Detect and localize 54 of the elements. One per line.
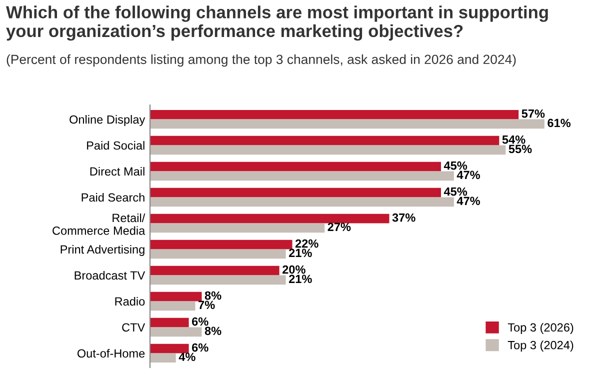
- y-tick-label: Paid Social: [87, 141, 144, 150]
- data-label: 4%: [178, 352, 196, 362]
- y-tick-label: CTV: [122, 323, 146, 332]
- bar: [150, 162, 441, 172]
- bar: [150, 171, 454, 181]
- data-label: 37%: [392, 213, 416, 222]
- bar: [150, 266, 280, 276]
- bar: [150, 344, 189, 354]
- bar: [150, 249, 286, 259]
- bar: [150, 119, 544, 129]
- y-tick-label: Out-of-Home: [77, 348, 145, 358]
- bar: [150, 214, 390, 224]
- chart-subtitle: (Percent of respondents listing among the top 3 channels, ask asked in 2026 and 2024): [6, 54, 516, 67]
- data-label: 8%: [204, 326, 222, 336]
- bar: [150, 197, 454, 207]
- y-tick-label: Online Display: [70, 115, 146, 126]
- data-label: 45%: [444, 187, 468, 196]
- data-label: 57%: [522, 109, 545, 118]
- data-label: 8%: [204, 291, 222, 300]
- bar: [150, 223, 325, 233]
- y-tick-label: Direct Mail: [90, 166, 144, 176]
- y-tick-label: Paid Search: [82, 192, 144, 202]
- data-label: 55%: [508, 144, 532, 154]
- data-label: 6%: [192, 343, 208, 352]
- y-tick-label: Print Advertising: [60, 244, 144, 256]
- legend-label: Top 3 (2026): [508, 322, 574, 334]
- bar: [150, 318, 189, 328]
- y-tick-label: Retail/ Commerce Media: [52, 213, 146, 235]
- data-label: 45%: [444, 161, 468, 170]
- data-label: 21%: [288, 274, 312, 284]
- data-label: 27%: [328, 222, 351, 232]
- bar: [150, 292, 202, 302]
- chart-title: Which of the following channels are most important in supporting your organization’s performance marketing objectives?: [6, 6, 548, 41]
- y-tick-label: Radio: [115, 296, 145, 306]
- data-label: 54%: [502, 135, 526, 144]
- y-tick-label: Broadcast TV: [74, 270, 146, 280]
- bar: [150, 110, 519, 120]
- bar: [150, 301, 196, 311]
- bar: [150, 188, 441, 198]
- bar: [150, 353, 176, 363]
- bar: [150, 240, 292, 250]
- data-label: 47%: [456, 196, 480, 206]
- bar: [150, 145, 506, 155]
- legend-label: Top 3 (2024): [508, 340, 574, 352]
- data-label: 47%: [456, 170, 480, 180]
- data-label: 21%: [288, 248, 312, 258]
- data-label: 61%: [548, 118, 571, 128]
- data-label: 20%: [282, 265, 306, 274]
- bar: [150, 327, 202, 337]
- data-label: 22%: [295, 239, 318, 248]
- data-label: 6%: [192, 317, 208, 326]
- bar: [150, 275, 286, 285]
- bar: [150, 136, 500, 146]
- data-label: 7%: [198, 300, 215, 310]
